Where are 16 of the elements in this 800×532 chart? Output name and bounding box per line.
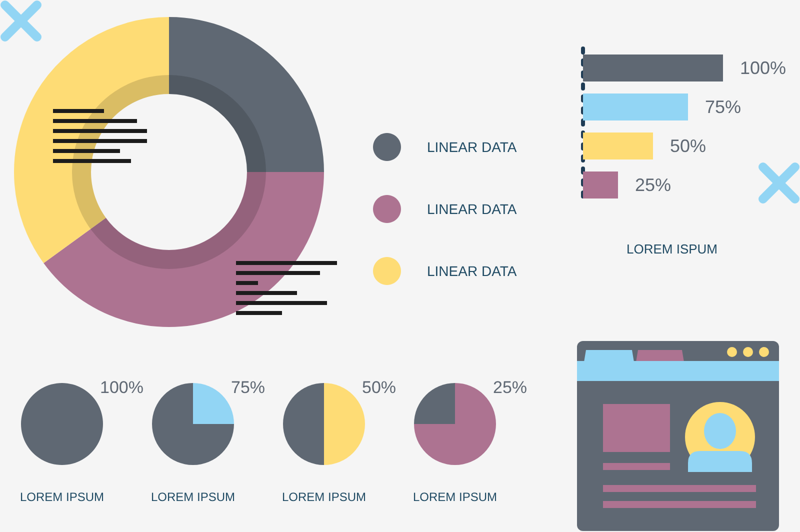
data-label: 50%: [670, 136, 706, 156]
data-label: 100%: [740, 58, 786, 78]
legend-label: LINEAR DATA: [427, 263, 518, 279]
chart-title: 25%: [493, 378, 528, 397]
data-label: 25%: [635, 175, 672, 195]
legend-label: LINEAR DATA: [427, 139, 518, 155]
text: LOREM IPSUM: [412, 490, 498, 504]
text: LOREM IPSUM: [282, 490, 366, 504]
data-label: 75%: [705, 97, 742, 117]
x-axis-title: LOREM ISPUM: [626, 242, 718, 256]
legend-label: LINEAR DATA: [427, 201, 518, 217]
chart-title: 75%: [231, 378, 266, 397]
text: LOREM IPSUM: [150, 490, 236, 504]
chart-title: 100%: [100, 378, 144, 397]
text: LOREM IPSUM: [20, 490, 104, 504]
chart-title: 50%: [362, 378, 396, 397]
